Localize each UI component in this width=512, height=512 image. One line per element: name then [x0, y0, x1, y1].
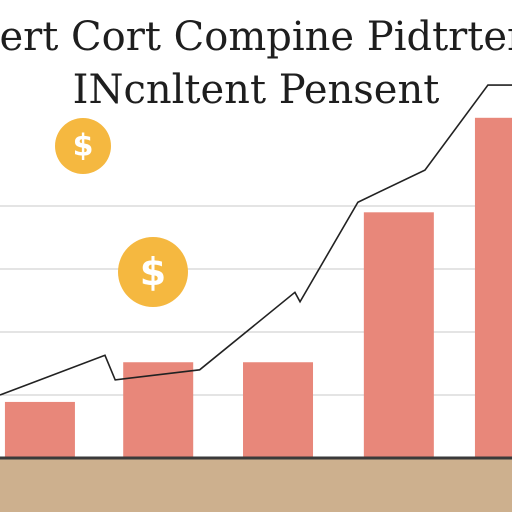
chart-subtitle: INcnltent Pensent: [73, 67, 440, 113]
coin-symbol: $: [73, 129, 94, 164]
bar: [123, 362, 194, 458]
trend-line: [0, 84, 512, 396]
chart-title: pert Cort Compine Pidtrter: [0, 14, 512, 60]
coin: [55, 118, 111, 174]
bar: [243, 362, 314, 458]
ground: [0, 458, 512, 512]
bar: [4, 401, 75, 458]
coin-symbol: $: [140, 250, 166, 294]
coin: [118, 237, 188, 307]
bar: [363, 212, 434, 458]
bar: [474, 117, 512, 459]
